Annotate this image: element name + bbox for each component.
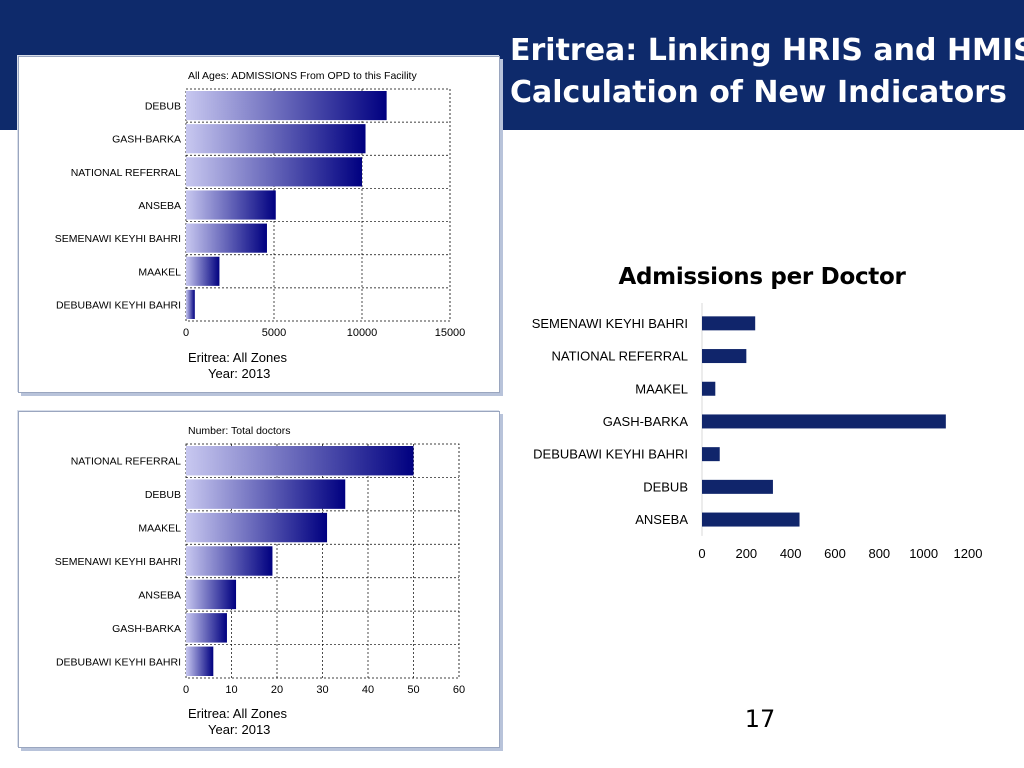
category-label: DEBUB	[643, 479, 688, 494]
bar	[702, 447, 720, 462]
category-label: SEMENAWI KEYHI BAHRI	[55, 233, 181, 245]
x-tick-label: 800	[868, 546, 890, 561]
category-label: GASH-BARKA	[112, 134, 181, 146]
x-tick-label: 400	[780, 546, 802, 561]
slide-title-line1: Eritrea: Linking HRIS and HMIS:	[510, 33, 1024, 68]
x-tick-label: 40	[362, 684, 374, 696]
doctors-chart-panel: Number: Total doctors 0 10 20 30 40 50 60 NATION…	[18, 411, 500, 748]
category-label: GASH-BARKA	[603, 414, 689, 429]
category-label: DEBUBAWI KEYHI BAHRI	[56, 656, 181, 668]
bar	[186, 546, 273, 576]
category-label: GASH-BARKA	[112, 623, 181, 635]
category-label: MAAKEL	[138, 523, 181, 535]
chart-title: Number: Total doctors	[188, 425, 291, 437]
chart-title: All Ages: ADMISSIONS From OPD to this Fa…	[188, 70, 417, 82]
bar	[702, 316, 756, 331]
bar	[186, 190, 276, 220]
category-label: MAAKEL	[635, 381, 688, 396]
category-label: MAAKEL	[138, 266, 181, 278]
admissions-chart-panel: All Ages: ADMISSIONS From OPD to this Fa…	[18, 56, 500, 393]
admissions-per-doctor-chart: Admissions per Doctor SEMENAWI KEYHI BAHR…	[532, 264, 983, 561]
category-label: DEBUBAWI KEYHI BAHRI	[533, 447, 688, 462]
x-tick-label: 0	[698, 546, 705, 561]
chart-footer-zone: Eritrea: All Zones	[188, 706, 287, 721]
x-tick-label: 50	[407, 684, 419, 696]
chart-title: Admissions per Doctor	[618, 264, 906, 290]
category-label: DEBUB	[145, 101, 181, 113]
bar	[702, 381, 716, 396]
bar	[186, 124, 366, 154]
bar	[186, 579, 237, 610]
chart-footer-zone: Eritrea: All Zones	[188, 350, 287, 365]
bar	[702, 414, 946, 429]
bar	[702, 349, 747, 364]
x-tick-label: 0	[183, 327, 189, 339]
bar	[186, 91, 387, 121]
bar	[186, 157, 362, 187]
category-label: SEMENAWI KEYHI BAHRI	[55, 556, 181, 568]
x-tick-label: 15000	[435, 327, 466, 339]
category-label: DEBUB	[145, 489, 181, 501]
bar	[702, 479, 773, 494]
bar	[186, 479, 346, 509]
bar	[186, 446, 414, 476]
x-tick-label: 60	[453, 684, 465, 696]
x-tick-label: 1200	[954, 546, 983, 561]
bar	[702, 512, 800, 527]
bar	[186, 256, 220, 286]
page-number: 17	[744, 705, 776, 733]
chart-footer-year: Year: 2013	[208, 366, 270, 381]
bar	[186, 289, 195, 319]
x-tick-label: 10000	[347, 327, 378, 339]
category-label: SEMENAWI KEYHI BAHRI	[532, 316, 688, 331]
bar	[186, 646, 214, 676]
x-tick-label: 200	[735, 546, 757, 561]
bar	[186, 512, 328, 543]
x-tick-label: 0	[183, 684, 189, 696]
category-label: NATIONAL REFERRAL	[71, 456, 181, 468]
x-tick-label: 30	[316, 684, 328, 696]
bar	[186, 223, 267, 253]
admissions-chart: All Ages: ADMISSIONS From OPD to this Fa…	[55, 70, 466, 381]
slide-title: Eritrea: Linking HRIS and HMIS: Calculat…	[510, 30, 1024, 114]
x-tick-label: 10	[225, 684, 237, 696]
x-tick-label: 600	[824, 546, 846, 561]
category-label: DEBUBAWI KEYHI BAHRI	[56, 299, 181, 311]
x-tick-label: 20	[271, 684, 283, 696]
x-tick-label: 1000	[909, 546, 938, 561]
category-label: ANSEBA	[138, 589, 181, 601]
slide-title-line2: Calculation of New Indicators	[510, 75, 1007, 110]
category-label: NATIONAL REFERRAL	[71, 167, 181, 179]
category-label: NATIONAL REFERRAL	[551, 349, 688, 364]
category-label: ANSEBA	[138, 200, 181, 212]
bar	[186, 613, 227, 643]
doctors-chart: Number: Total doctors 0 10 20 30 40 50 60 NATION…	[55, 425, 465, 737]
category-label: ANSEBA	[635, 512, 688, 527]
admissions-per-doctor-chart-area: Admissions per Doctor SEMENAWI KEYHI BAHR…	[520, 255, 1000, 575]
x-tick-label: 5000	[262, 327, 286, 339]
chart-footer-year: Year: 2013	[208, 722, 270, 737]
